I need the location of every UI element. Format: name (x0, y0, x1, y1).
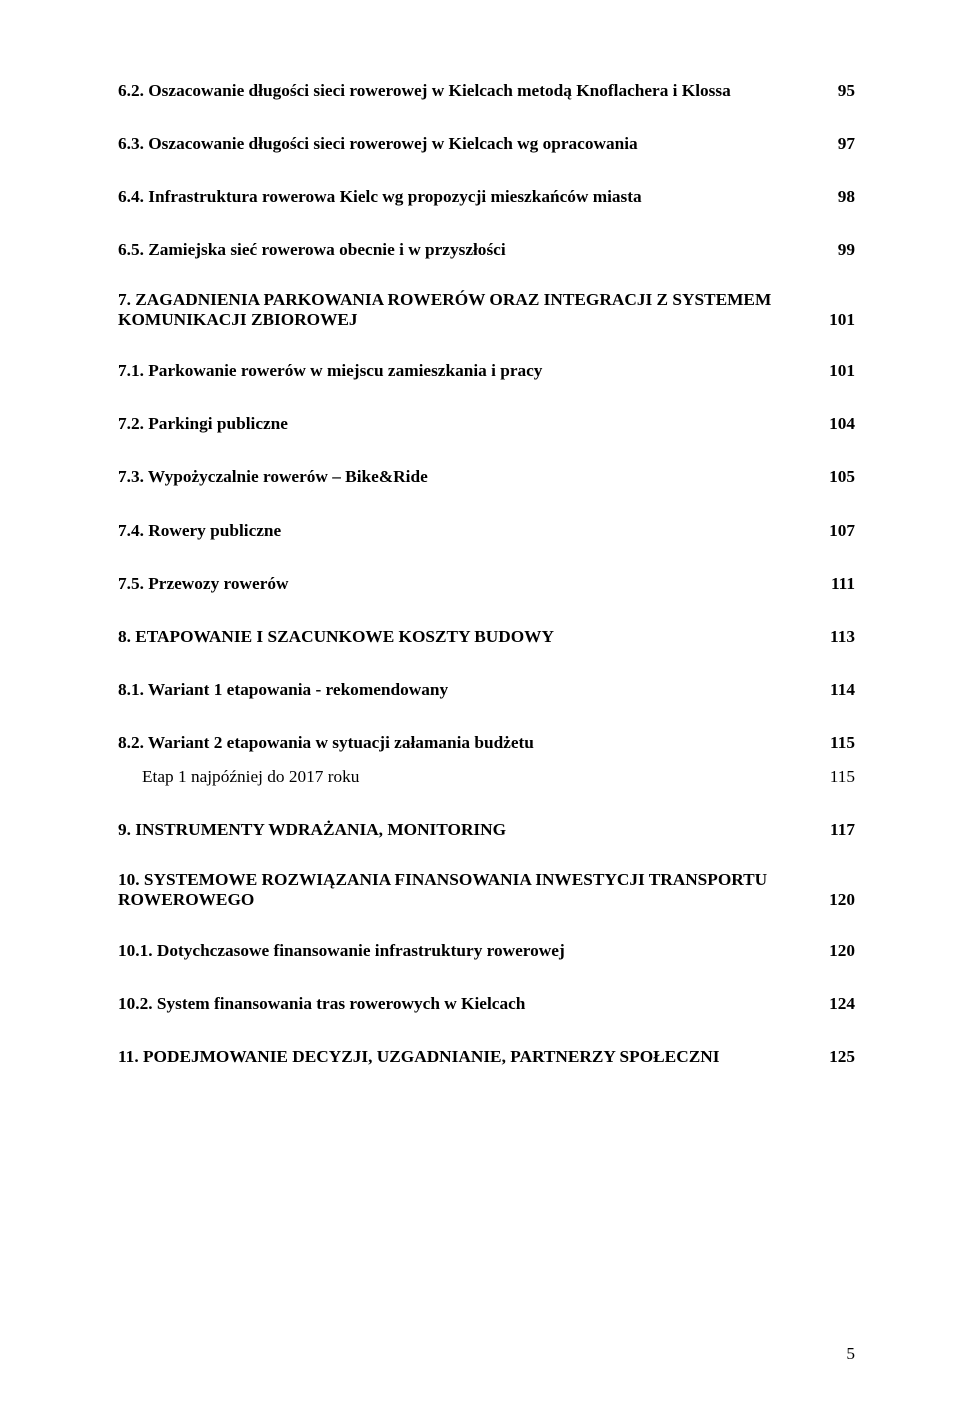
toc-entry: 6.3. Oszacowanie długości sieci rowerowe… (118, 131, 855, 156)
toc-entry: 6.5. Zamiejska sieć rowerowa obecnie i w… (118, 237, 855, 262)
toc-entry: 7.2. Parkingi publiczne 104 (118, 411, 855, 436)
toc-page: 114 (830, 677, 855, 702)
toc-entry: 10.1. Dotychczasowe finansowanie infrast… (118, 938, 855, 963)
toc-text: 6.2. Oszacowanie długości sieci rowerowe… (118, 78, 838, 103)
toc-text-line2: ROWEROWEGO (118, 890, 254, 910)
toc-entry-multiline: 7. ZAGADNIENIA PARKOWANIA ROWERÓW ORAZ I… (118, 290, 855, 330)
toc-entry: 8.1. Wariant 1 etapowania - rekomendowan… (118, 677, 855, 702)
document-page: 6.2. Oszacowanie długości sieci rowerowe… (0, 0, 960, 1412)
toc-text: 6.5. Zamiejska sieć rowerowa obecnie i w… (118, 237, 838, 262)
toc-text: 7.4. Rowery publiczne (118, 518, 829, 543)
toc-page: 115 (830, 764, 855, 789)
toc-text: 10.2. System finansowania tras rowerowyc… (118, 991, 829, 1016)
toc-page: 95 (838, 78, 855, 103)
toc-text: 10.1. Dotychczasowe finansowanie infrast… (118, 938, 829, 963)
toc-text: 7.1. Parkowanie rowerów w miejscu zamies… (118, 358, 829, 383)
toc-text-line1: 7. ZAGADNIENIA PARKOWANIA ROWERÓW ORAZ I… (118, 290, 855, 310)
toc-entry: 7.3. Wypożyczalnie rowerów – Bike&Ride 1… (118, 464, 855, 489)
toc-page: 125 (829, 1044, 855, 1069)
toc-text-line2: KOMUNIKACJI ZBIOROWEJ (118, 310, 358, 330)
toc-text: 6.4. Infrastruktura rowerowa Kielc wg pr… (118, 184, 838, 209)
toc-page: 101 (829, 310, 855, 330)
toc-page: 99 (838, 237, 855, 262)
toc-text: 7.2. Parkingi publiczne (118, 411, 829, 436)
toc-page: 101 (829, 358, 855, 383)
toc-page: 117 (830, 817, 855, 842)
toc-text: 9. INSTRUMENTY WDRAŻANIA, MONITORING (118, 817, 830, 842)
toc-entry: 7.1. Parkowanie rowerów w miejscu zamies… (118, 358, 855, 383)
toc-entry: 6.2. Oszacowanie długości sieci rowerowe… (118, 78, 855, 103)
toc-page: 104 (829, 411, 855, 436)
toc-text: Etap 1 najpóźniej do 2017 roku (142, 764, 830, 789)
toc-page: 97 (838, 131, 855, 156)
toc-text: 8. ETAPOWANIE I SZACUNKOWE KOSZTY BUDOWY (118, 624, 830, 649)
toc-entry: 8. ETAPOWANIE I SZACUNKOWE KOSZTY BUDOWY… (118, 624, 855, 649)
toc-entry: 7.5. Przewozy rowerów 111 (118, 571, 855, 596)
toc-entry-multiline: 10. SYSTEMOWE ROZWIĄZANIA FINANSOWANIA I… (118, 870, 855, 910)
toc-page: 98 (838, 184, 855, 209)
toc-text: 7.3. Wypożyczalnie rowerów – Bike&Ride (118, 464, 829, 489)
toc-page: 107 (829, 518, 855, 543)
toc-text-line1: 10. SYSTEMOWE ROZWIĄZANIA FINANSOWANIA I… (118, 870, 855, 890)
toc-text: 8.1. Wariant 1 etapowania - rekomendowan… (118, 677, 830, 702)
toc-page: 113 (830, 624, 855, 649)
toc-entry: 10.2. System finansowania tras rowerowyc… (118, 991, 855, 1016)
toc-entry: 6.4. Infrastruktura rowerowa Kielc wg pr… (118, 184, 855, 209)
toc-page: 105 (829, 464, 855, 489)
toc-text: 11. PODEJMOWANIE DECYZJI, UZGADNIANIE, P… (118, 1044, 829, 1069)
toc-text: 8.2. Wariant 2 etapowania w sytuacji zał… (118, 730, 830, 755)
toc-text: 7.5. Przewozy rowerów (118, 571, 831, 596)
toc-page: 120 (829, 890, 855, 910)
toc-page: 111 (831, 571, 855, 596)
page-number: 5 (846, 1344, 855, 1364)
toc-page: 124 (829, 991, 855, 1016)
toc-page: 120 (829, 938, 855, 963)
toc-entry: 8.2. Wariant 2 etapowania w sytuacji zał… (118, 730, 855, 755)
toc-page: 115 (830, 730, 855, 755)
toc-entry: 9. INSTRUMENTY WDRAŻANIA, MONITORING 117 (118, 817, 855, 842)
toc-entry: 7.4. Rowery publiczne 107 (118, 518, 855, 543)
toc-text: 6.3. Oszacowanie długości sieci rowerowe… (118, 131, 838, 156)
toc-entry-sub: Etap 1 najpóźniej do 2017 roku 115 (118, 764, 855, 789)
toc-entry: 11. PODEJMOWANIE DECYZJI, UZGADNIANIE, P… (118, 1044, 855, 1069)
